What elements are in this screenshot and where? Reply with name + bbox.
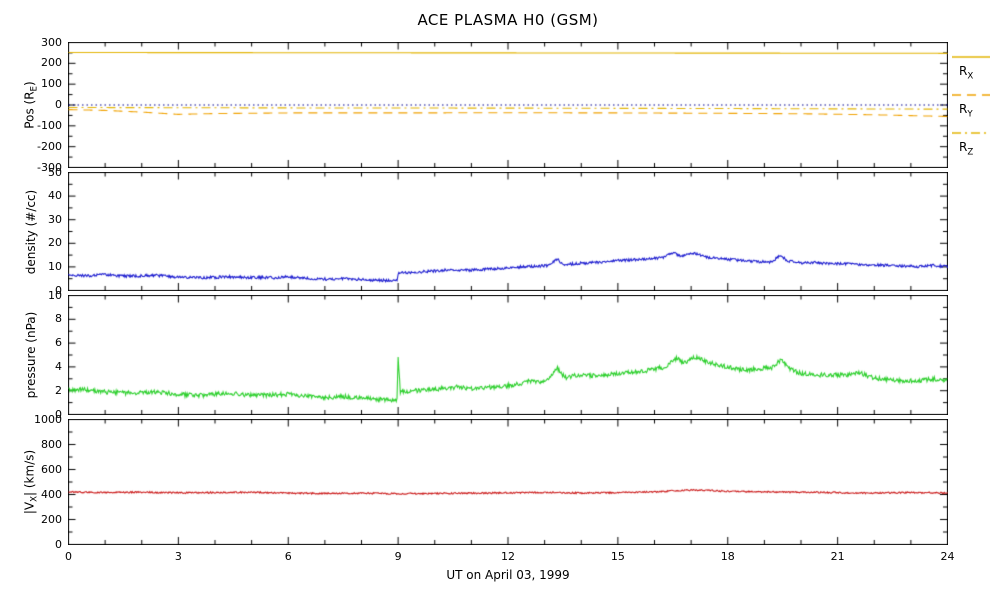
legend-label: RY [959,102,973,120]
y-tick-label: 6 [55,336,62,350]
y-tick-label: 40 [48,189,62,203]
y-tick-label: 8 [55,312,62,326]
y-tick-label: 10 [48,259,62,273]
x-tick-label: 18 [720,550,735,563]
y-tick-label: -200 [37,139,62,153]
y-tick-label: 400 [41,487,62,501]
y-axis-title: |VX| (km/s) [22,449,40,515]
y-tick-label: 10 [48,288,62,302]
panel-density-canvas [68,172,948,291]
panel-pressure-canvas [68,295,948,415]
y-tick-label: 200 [41,512,62,526]
y-tick-label: 20 [48,236,62,250]
y-tick-label: -300 [37,160,62,174]
y-tick-label: 0 [55,98,62,111]
y-tick-label: 0 [55,283,62,297]
y-axis-title: density (#/cc) [24,189,38,274]
legend-line-sample [952,131,990,135]
y-tick-label: 100 [41,77,62,91]
y-tick-label: 0 [55,407,62,421]
x-tick-label: 15 [610,550,625,563]
x-tick-label: 3 [174,550,182,563]
y-axis-title: Pos (RE) [22,81,40,129]
y-tick-label: 50 [48,165,62,179]
y-tick-label: 600 [41,462,62,476]
y-tick-label: 0 [55,537,62,551]
x-tick-label: 0 [65,550,72,563]
x-tick-label: 6 [284,550,292,563]
legend-line-sample [952,55,990,59]
y-tick-label: 30 [48,212,62,226]
y-tick-label: 4 [55,359,62,373]
x-tick-label: 21 [830,550,845,563]
y-tick-label: 800 [41,437,62,451]
y-axis-title: pressure (nPa) [24,311,38,399]
legend-label: RX [959,64,974,82]
x-tick-label: 24 [940,550,955,563]
chart-title: ACE PLASMA H0 (GSM) [417,11,599,29]
panel-velocity-canvas [68,419,948,545]
legend-line-sample [952,93,990,97]
y-tick-label: 300 [41,35,62,49]
y-tick-label: -100 [37,118,62,132]
y-tick-label: 1000 [34,412,62,426]
y-tick-label: 2 [55,383,62,397]
legend-label: RZ [959,140,974,158]
y-tick-label: 200 [41,56,62,70]
panel-position-canvas [68,42,948,168]
x-tick-label: 12 [501,550,515,563]
x-tick-label: 9 [394,550,402,563]
x-axis-label: UT on April 03, 1999 [446,568,570,582]
